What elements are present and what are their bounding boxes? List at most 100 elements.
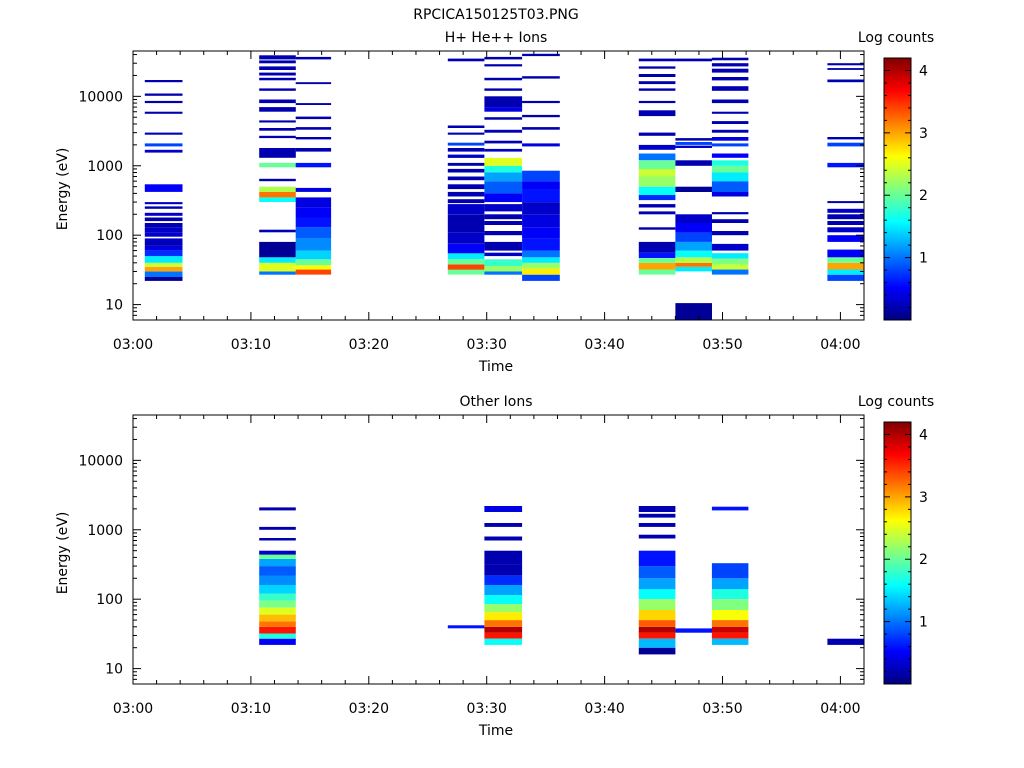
spectrogram-cell xyxy=(675,232,712,242)
spectrogram-cell xyxy=(711,153,749,158)
spectrogram-cell xyxy=(522,170,560,182)
spectrogram-cell xyxy=(484,259,523,266)
plot-frame xyxy=(132,414,865,685)
spectrogram-cell xyxy=(638,599,676,610)
spectrogram-cell xyxy=(144,277,183,281)
spectrogram-cell xyxy=(711,506,749,511)
spectrogram-cell xyxy=(484,575,523,585)
spectrogram-cell xyxy=(295,217,332,228)
spectrogram-cell xyxy=(638,550,676,567)
spectrogram-column xyxy=(295,56,332,275)
spectrogram-cell xyxy=(259,600,296,608)
spectrogram-cell xyxy=(711,269,749,275)
spectrogram-cell xyxy=(259,88,296,91)
spectrogram-cell xyxy=(259,55,296,60)
colorbar-tick-label: 4 xyxy=(919,427,928,443)
spectrogram-cell xyxy=(484,56,523,60)
spectrogram-cell xyxy=(827,79,864,83)
spectrogram-cell xyxy=(675,250,712,258)
spectrogram-cell xyxy=(295,197,332,208)
spectrogram-cell xyxy=(447,132,485,135)
spectrogram-cell xyxy=(259,72,296,76)
spectrogram-cell xyxy=(638,647,676,655)
spectrogram-cell xyxy=(711,599,749,610)
panel-title: H+ He++ Ions xyxy=(445,30,548,46)
spectrogram-cell xyxy=(447,125,485,128)
x-tick-label: 03:00 xyxy=(113,337,153,353)
spectrogram-cell xyxy=(484,117,523,120)
spectrogram-cell xyxy=(144,217,183,222)
spectrogram-column xyxy=(827,63,864,281)
spectrogram-cell xyxy=(259,107,296,112)
spectrogram-cell xyxy=(675,257,712,263)
spectrogram-cell xyxy=(259,162,296,168)
y-tick-label: 10 xyxy=(105,662,123,678)
colorbar: 1 2 3 4 xyxy=(883,57,928,321)
spectrogram-cell xyxy=(711,620,749,627)
spectrogram-cell xyxy=(447,264,485,270)
spectrogram-cell xyxy=(259,538,296,541)
spectrogram-cell xyxy=(259,241,296,258)
spectrogram-cell xyxy=(447,625,485,629)
spectrogram-cell xyxy=(638,58,676,62)
spectrogram-cell xyxy=(259,638,296,645)
spectrogram-cell xyxy=(675,628,712,633)
spectrogram-cell xyxy=(675,214,712,223)
spectrogram-cell xyxy=(522,189,560,202)
spectrogram-cell xyxy=(295,238,332,251)
spectrogram-cell xyxy=(484,129,523,133)
x-tick-label: 04:00 xyxy=(820,701,860,717)
spectrogram-cell xyxy=(484,506,523,512)
spectrogram-cell xyxy=(711,219,749,223)
spectrogram-cell xyxy=(638,168,676,177)
spectrogram-cell xyxy=(675,145,712,148)
spectrogram-column xyxy=(447,625,485,629)
y-tick-label: 10000 xyxy=(78,89,123,105)
spectrogram-cell xyxy=(447,232,485,244)
spectrogram-cell xyxy=(447,58,485,62)
spectrogram-cell xyxy=(484,204,523,212)
spectrogram-cell xyxy=(827,201,864,204)
spectrogram-cell xyxy=(259,99,296,104)
spectrogram-cell xyxy=(827,235,864,242)
spectrogram-cell xyxy=(827,162,864,168)
spectrogram-cell xyxy=(144,206,183,209)
spectrogram-cell xyxy=(638,176,676,187)
spectrogram-cell xyxy=(144,202,183,205)
spectrogram-cell xyxy=(711,563,749,579)
spectrogram-cell xyxy=(484,271,523,275)
spectrogram-cell xyxy=(711,578,749,590)
spectrogram-cell xyxy=(522,114,560,118)
spectrogram-cell xyxy=(447,269,485,275)
spectrogram-cell xyxy=(144,143,183,147)
spectrogram-cell xyxy=(484,604,523,613)
spectrogram-cell xyxy=(295,227,332,239)
spectrogram-cell xyxy=(447,214,485,226)
spectrogram-cell xyxy=(484,88,523,91)
spectrogram-cell xyxy=(484,214,523,220)
spectrogram-cell xyxy=(484,523,523,527)
spectrogram-cell xyxy=(522,202,560,215)
spectrogram-area xyxy=(259,506,864,655)
spectrogram-cell xyxy=(484,550,523,565)
spectrogram-cell xyxy=(675,142,712,145)
spectrogram-cell xyxy=(447,191,485,197)
y-tick-label: 10000 xyxy=(78,453,123,469)
spectrogram-cell xyxy=(144,262,183,267)
colorbar-tick-label: 1 xyxy=(919,251,928,267)
x-tick-label: 03:50 xyxy=(702,701,742,717)
spectrogram-cell xyxy=(144,93,183,96)
spectrogram-cell xyxy=(295,137,332,140)
spectrogram-cell xyxy=(259,593,296,601)
y-tick-label: 100 xyxy=(96,592,123,608)
spectrogram-cell xyxy=(259,566,296,576)
spectrogram-cell xyxy=(144,100,183,104)
spectrogram-cell xyxy=(259,178,296,182)
spectrogram-cell xyxy=(484,266,523,272)
spectrogram-cell xyxy=(144,266,183,272)
spectrogram-cell xyxy=(484,148,523,152)
spectrogram-cell xyxy=(295,269,332,275)
spectrogram-cell xyxy=(638,626,676,633)
spectrogram-cell xyxy=(675,186,712,192)
spectrogram-cell xyxy=(144,149,183,153)
